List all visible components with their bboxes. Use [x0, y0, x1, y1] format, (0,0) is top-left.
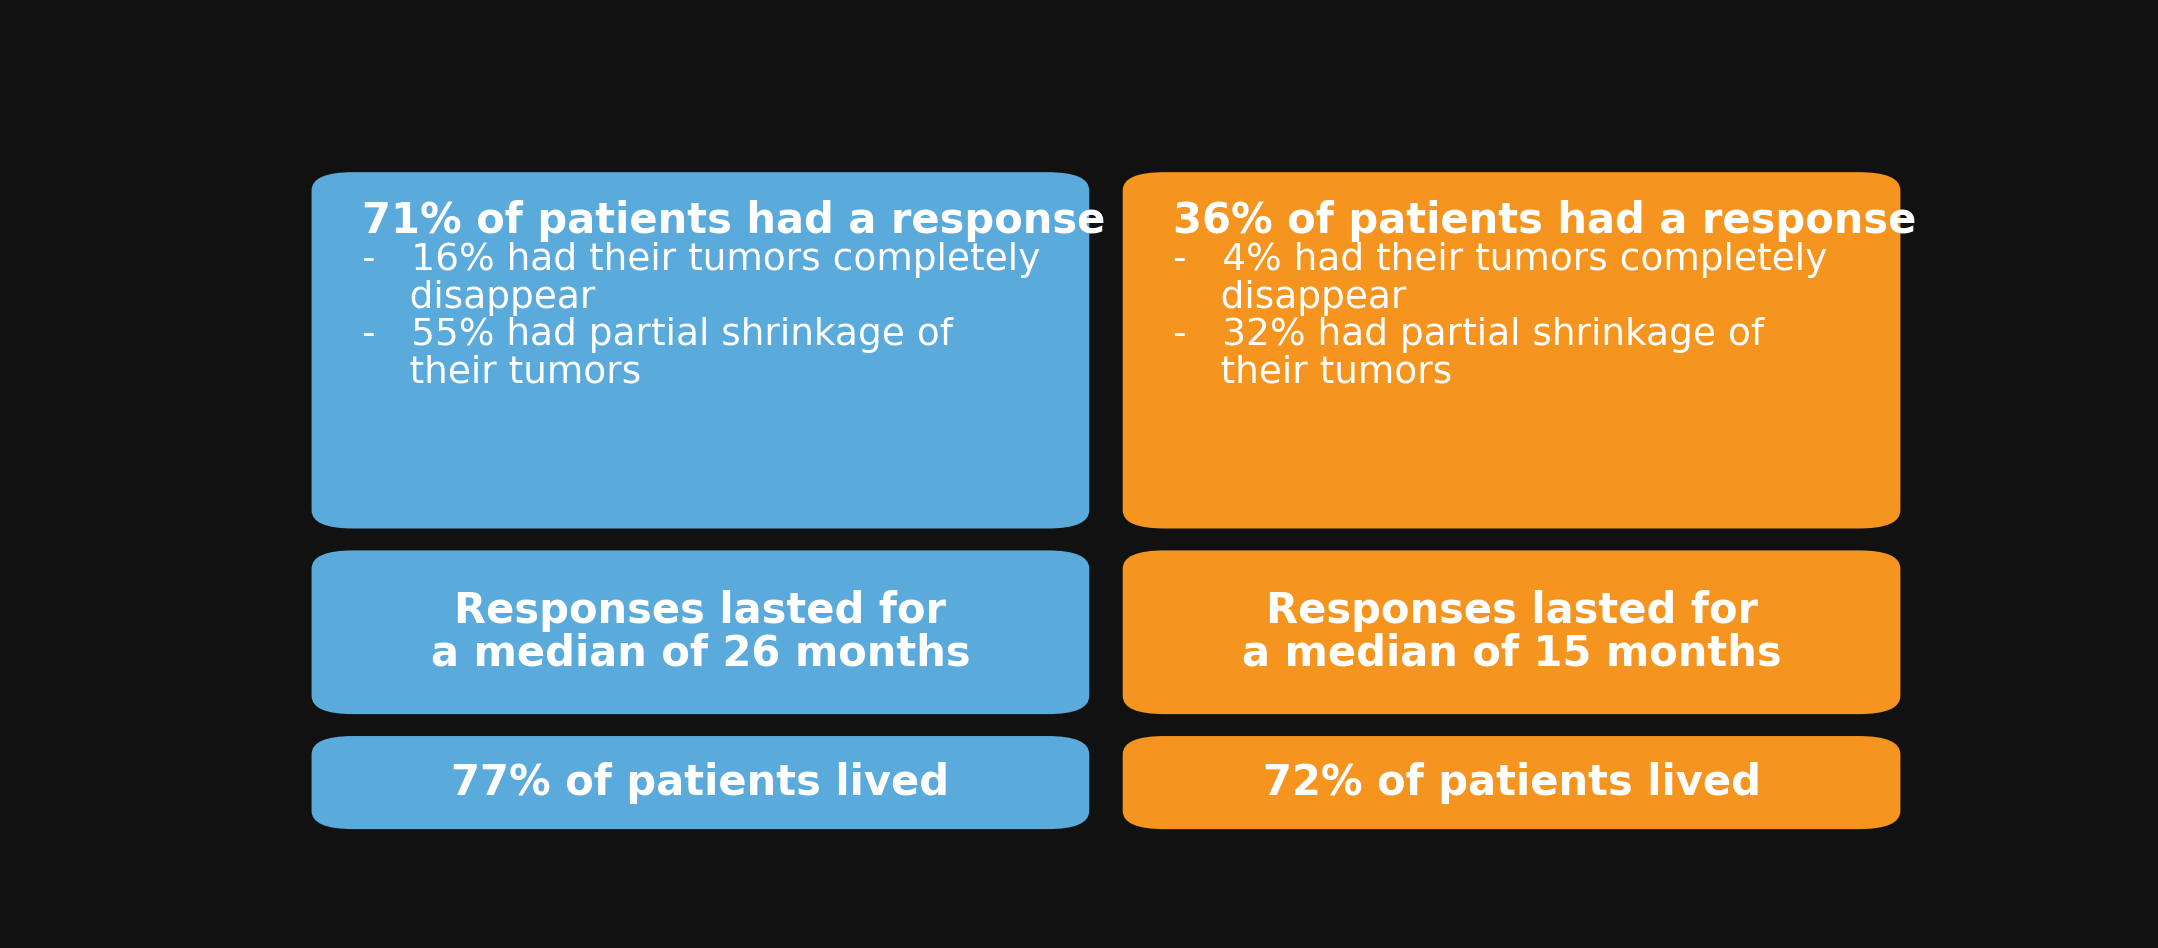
Text: Responses lasted for: Responses lasted for: [455, 591, 947, 632]
Text: -   32% had partial shrinkage of: - 32% had partial shrinkage of: [1174, 318, 1763, 354]
FancyBboxPatch shape: [1122, 736, 1901, 830]
Text: 72% of patients lived: 72% of patients lived: [1262, 761, 1761, 804]
Text: their tumors: their tumors: [363, 355, 641, 391]
Text: -   16% had their tumors completely: - 16% had their tumors completely: [363, 242, 1040, 278]
Text: -   4% had their tumors completely: - 4% had their tumors completely: [1174, 242, 1828, 278]
FancyBboxPatch shape: [1122, 551, 1901, 714]
Text: 36% of patients had a response: 36% of patients had a response: [1174, 200, 1916, 242]
Text: disappear: disappear: [1174, 280, 1407, 316]
Text: 77% of patients lived: 77% of patients lived: [451, 761, 950, 804]
Text: their tumors: their tumors: [1174, 355, 1452, 391]
FancyBboxPatch shape: [1122, 173, 1901, 528]
FancyBboxPatch shape: [311, 173, 1090, 528]
Text: -   55% had partial shrinkage of: - 55% had partial shrinkage of: [363, 318, 952, 354]
Text: a median of 15 months: a median of 15 months: [1241, 632, 1780, 674]
Text: disappear: disappear: [363, 280, 596, 316]
Text: Responses lasted for: Responses lasted for: [1265, 591, 1757, 632]
FancyBboxPatch shape: [311, 736, 1090, 830]
FancyBboxPatch shape: [311, 551, 1090, 714]
Text: a median of 26 months: a median of 26 months: [432, 632, 971, 674]
Text: 71% of patients had a response: 71% of patients had a response: [363, 200, 1105, 242]
